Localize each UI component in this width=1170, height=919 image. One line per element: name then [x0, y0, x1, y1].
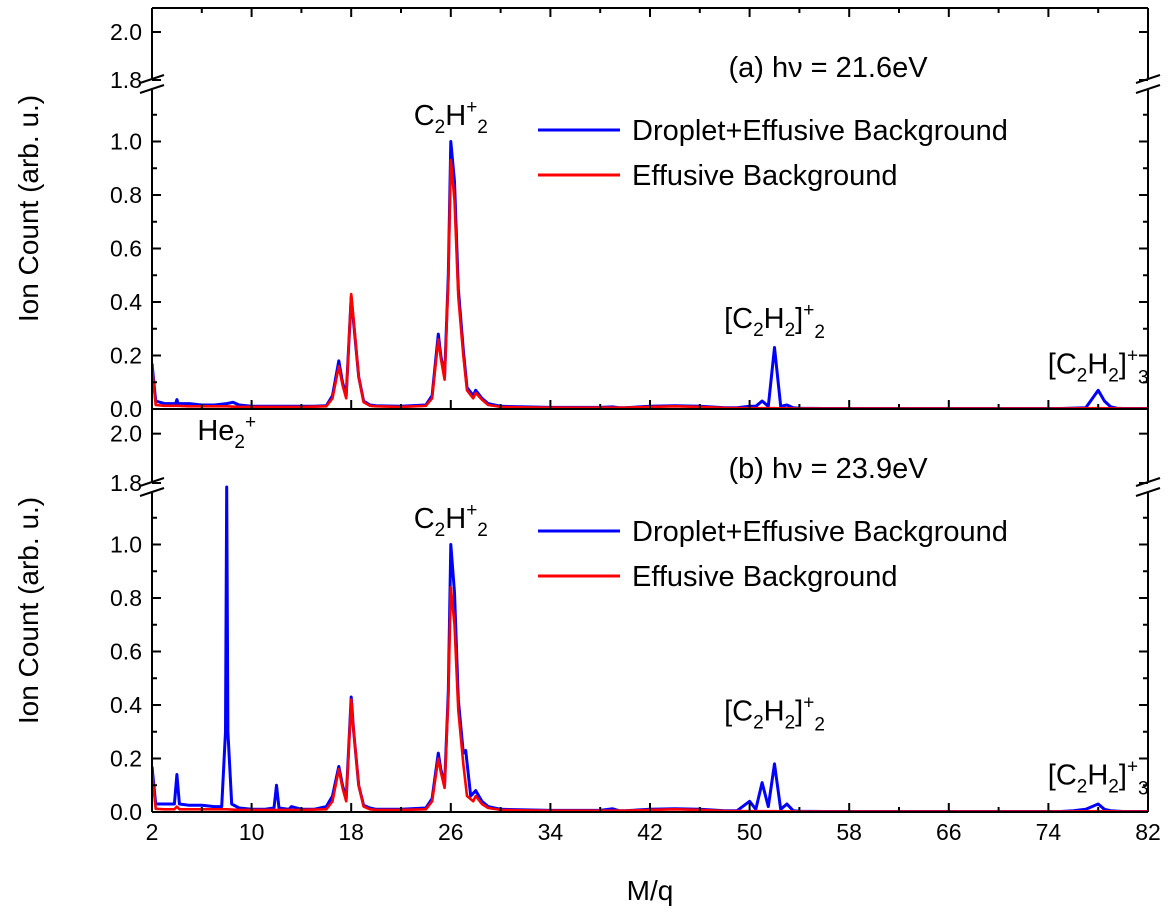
panel-label: (a) hν = 21.6eV [728, 52, 928, 84]
annotation-part: + [1127, 346, 1138, 367]
annotation-part: H [445, 503, 466, 535]
annotation-part: 2 [477, 117, 488, 138]
annotation-part: 3 [1138, 368, 1149, 389]
x-tick-label: 58 [836, 819, 862, 845]
x-tick-label: 26 [438, 819, 464, 845]
panel-b: 0.0 0.2 0.4 0.6 0.8 1.0 1.8 2.0 2 10 18 26 34 42 50 58 6… [13, 409, 1161, 845]
legend: Droplet+Effusive Background Effusive Back… [538, 516, 1008, 593]
x-tick-label: 10 [239, 819, 265, 845]
y-tick-label: 0.8 [110, 182, 142, 208]
annotation-part: ] [795, 303, 803, 335]
annotation-part: H [1087, 760, 1108, 792]
annotation-part: + [803, 300, 814, 321]
y-axis-title: Ion Count (arb. u.) [13, 497, 44, 724]
legend-entry: Droplet+Effusive Background [632, 516, 1008, 548]
annotation-part: + [1127, 757, 1138, 778]
y-tick-label: 0.6 [110, 639, 142, 665]
annotation-part: C [414, 503, 435, 535]
y-tick-label: 1.8 [110, 67, 142, 93]
peak-annotation: [C2H2]+3 [1048, 346, 1149, 389]
annotation-part: ] [795, 695, 803, 727]
y-tick-label: 0.4 [110, 289, 142, 315]
y-tick-label: 0.4 [110, 692, 142, 718]
panel-a: 0.0 0.2 0.4 0.6 0.8 1.0 1.8 2.0 (a) hν = 21.6eV D… [13, 7, 1161, 422]
annotation-part: He [197, 415, 234, 447]
x-tick-label: 50 [737, 819, 763, 845]
x-tick-label: 74 [1036, 819, 1062, 845]
y-tick-label: 2.0 [110, 19, 142, 45]
annotation-part: ] [1119, 760, 1127, 792]
annotation-part: 2 [785, 712, 796, 733]
annotation-part: 2 [753, 320, 764, 341]
annotation-part: [C [724, 303, 753, 335]
axis-break-mark [1135, 487, 1161, 497]
x-tick-label: 66 [936, 819, 962, 845]
annotation-part: [C [1048, 349, 1077, 381]
annotation-part: + [466, 97, 477, 118]
y-tick-label: 1.8 [110, 470, 142, 496]
series-line-effusive [152, 158, 1148, 409]
annotation-part: [C [1048, 760, 1077, 792]
axis-break-mark [139, 487, 165, 497]
annotation-part: H [764, 695, 785, 727]
y-tick-label: 2.0 [110, 421, 142, 447]
annotation-part: 2 [435, 117, 446, 138]
legend-entry: Droplet+Effusive Background [632, 115, 1008, 147]
panel-label: (b) hν = 23.9eV [728, 453, 928, 485]
series-line-effusive [152, 585, 1148, 812]
y-tick-label: 1.0 [110, 532, 142, 558]
annotation-part: 2 [1077, 777, 1088, 798]
peak-annotation: He2+ [197, 412, 256, 453]
x-tick-label: 2 [146, 819, 159, 845]
annotation-part: H [764, 303, 785, 335]
annotation-part: + [466, 500, 477, 521]
annotation-part: [C [724, 695, 753, 727]
y-tick-label: 0.8 [110, 585, 142, 611]
x-tick-label: 82 [1135, 819, 1161, 845]
y-tick-label: 0.2 [110, 746, 142, 772]
x-axis-title: M/q [627, 875, 674, 906]
peak-annotation: C2H+2 [414, 97, 488, 138]
y-tick-label: 0.2 [110, 343, 142, 369]
annotation-part: 2 [1108, 777, 1119, 798]
peak-annotation: C2H+2 [414, 500, 488, 541]
annotation-part: 3 [1138, 779, 1149, 800]
annotation-part: ] [1119, 349, 1127, 381]
annotation-part: 2 [814, 714, 825, 735]
y-tick-label: 0.0 [110, 799, 142, 825]
axis-break-mark [1135, 84, 1161, 94]
annotation-part: 2 [753, 712, 764, 733]
annotation-part: 2 [1077, 366, 1088, 387]
annotation-part: 2 [814, 322, 825, 343]
peak-annotation: [C2H2]+3 [1048, 757, 1149, 800]
legend-entry: Effusive Background [632, 160, 897, 192]
annotation-part: 2 [477, 520, 488, 541]
annotation-part: + [803, 692, 814, 713]
y-tick-label: 0.0 [110, 396, 142, 422]
peak-annotation: [C2H2]+2 [724, 692, 825, 735]
annotation-part: 2 [785, 320, 796, 341]
annotation-part: 2 [234, 432, 245, 453]
legend-entry: Effusive Background [632, 561, 897, 593]
peak-annotation: [C2H2]+2 [724, 300, 825, 343]
x-tick-label: 34 [538, 819, 564, 845]
annotation-part: 2 [1108, 366, 1119, 387]
axis-break-mark [139, 84, 165, 94]
y-axis-title: Ion Count (arb. u.) [13, 95, 44, 322]
annotation-part: C [414, 100, 435, 132]
series-line-droplet-effusive [152, 485, 1148, 812]
y-tick-label: 0.6 [110, 236, 142, 262]
x-tick-label: 42 [637, 819, 663, 845]
x-tick-label: 18 [338, 819, 364, 845]
y-tick-label: 1.0 [110, 129, 142, 155]
annotation-part: 2 [435, 520, 446, 541]
annotation-part: + [245, 412, 256, 433]
annotation-part: H [1087, 349, 1108, 381]
annotation-part: H [445, 100, 466, 132]
legend: Droplet+Effusive Background Effusive Back… [538, 115, 1008, 192]
